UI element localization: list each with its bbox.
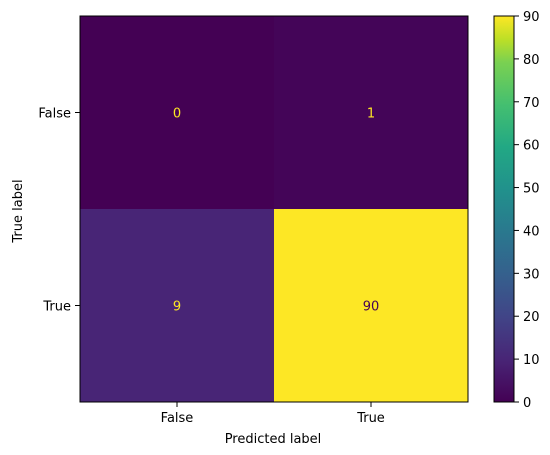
heatmap-cell-0-0	[80, 16, 274, 209]
colorbar-tick-label-8: 80	[523, 53, 540, 68]
x-tick-label-0: False	[161, 411, 194, 426]
x-axis-label: Predicted label	[225, 432, 322, 447]
heatmap-cells	[80, 16, 468, 402]
plot-frame	[79, 15, 469, 403]
y-axis-label: True label	[11, 179, 26, 243]
heatmap-cell-1-0	[80, 209, 274, 402]
x-tick-label-1: True	[356, 411, 385, 426]
cell-value-labels: 0 1 9 90	[173, 107, 379, 315]
colorbar-tick-label-3: 30	[523, 267, 540, 282]
colorbar-tick-label-1: 10	[523, 353, 540, 368]
cell-value-0-1: 1	[367, 107, 375, 122]
colorbar	[493, 15, 515, 403]
y-axis-ticks: False True	[38, 107, 80, 315]
y-tick-label-0: False	[38, 107, 71, 122]
colorbar-tick-label-6: 60	[523, 139, 540, 154]
colorbar-tick-label-7: 70	[523, 96, 540, 111]
heatmap-cell-0-1	[274, 16, 468, 209]
cell-value-1-0: 9	[173, 300, 181, 315]
colorbar-tick-label-5: 50	[523, 182, 540, 197]
colorbar-ticks: 0 10 20 30 40 50 60 70 80 90	[514, 10, 540, 411]
heatmap-cell-1-1	[274, 209, 468, 402]
cell-value-1-1: 90	[363, 300, 380, 315]
colorbar-tick-label-0: 0	[523, 396, 531, 411]
y-tick-label-1: True	[42, 300, 71, 315]
colorbar-tick-label-4: 40	[523, 224, 540, 239]
colorbar-tick-label-2: 20	[523, 310, 540, 325]
cell-value-0-0: 0	[173, 107, 181, 122]
colorbar-tick-label-9: 90	[523, 10, 540, 25]
x-axis-ticks: False True	[161, 402, 385, 426]
